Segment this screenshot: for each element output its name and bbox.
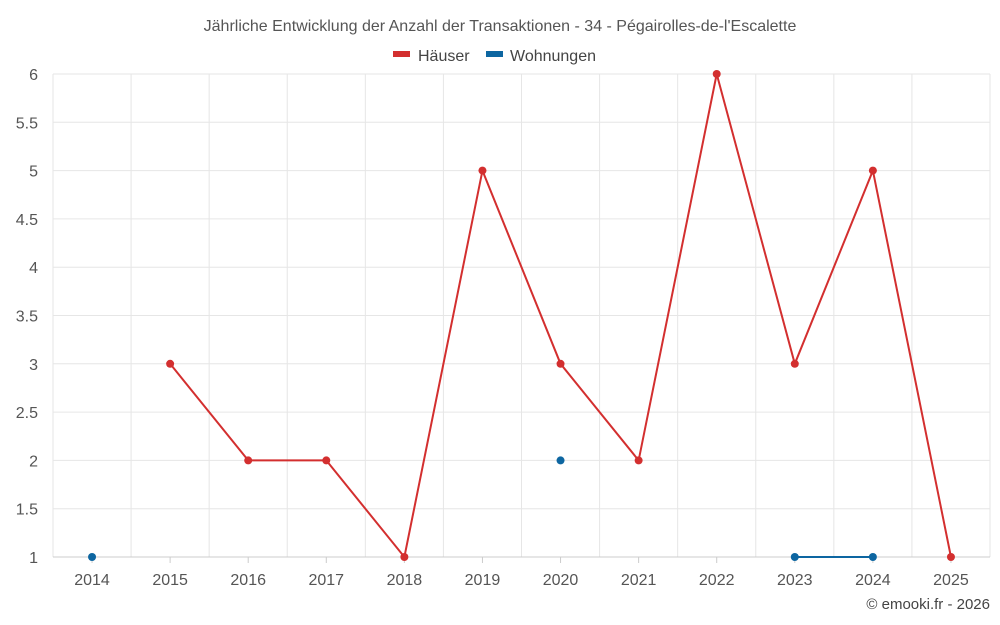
x-tick-label: 2014 xyxy=(74,572,110,589)
data-point[interactable] xyxy=(244,456,253,465)
y-tick-label: 2.5 xyxy=(16,405,38,422)
x-tick-label: 2021 xyxy=(621,572,657,589)
y-tick-label: 5.5 xyxy=(16,115,38,132)
y-tick-label: 4 xyxy=(29,260,38,277)
legend-label-wohnungen: Wohnungen xyxy=(510,48,596,65)
legend-swatch-haeuser xyxy=(393,51,410,57)
data-point[interactable] xyxy=(790,553,799,561)
y-tick-label: 6 xyxy=(29,67,38,84)
x-tick-label: 2018 xyxy=(387,572,423,589)
data-point[interactable] xyxy=(556,359,565,368)
data-point[interactable] xyxy=(400,553,409,561)
x-tick-label: 2016 xyxy=(230,572,266,589)
y-tick-label: 2 xyxy=(29,453,38,470)
x-tick-label: 2022 xyxy=(699,572,735,589)
chart-title: Jährliche Entwicklung der Anzahl der Tra… xyxy=(204,18,797,35)
legend-swatch-wohnungen xyxy=(486,51,503,57)
legend: Häuser Wohnungen xyxy=(393,48,596,65)
x-tick-label: 2025 xyxy=(933,572,969,589)
x-tick-label: 2015 xyxy=(152,572,188,589)
data-point[interactable] xyxy=(868,553,877,561)
y-tick-label: 3 xyxy=(29,357,38,374)
y-tick-label: 3.5 xyxy=(16,309,38,326)
data-point[interactable] xyxy=(322,456,331,465)
y-tick-label: 5 xyxy=(29,164,38,181)
legend-item-wohnungen[interactable]: Wohnungen xyxy=(486,48,596,65)
data-point[interactable] xyxy=(790,359,799,368)
data-point[interactable] xyxy=(634,456,643,465)
grid xyxy=(52,73,991,558)
x-tick-label: 2019 xyxy=(465,572,501,589)
data-point[interactable] xyxy=(88,553,97,561)
x-tick-label: 2023 xyxy=(777,572,813,589)
y-tick-label: 4.5 xyxy=(16,212,38,229)
x-tick-label: 2017 xyxy=(308,572,344,589)
legend-item-haeuser[interactable]: Häuser xyxy=(393,48,470,65)
data-point[interactable] xyxy=(166,359,175,368)
series xyxy=(88,70,955,561)
credit-text: © emooki.fr - 2026 xyxy=(866,596,990,613)
data-point[interactable] xyxy=(556,456,565,465)
series-wohnungen xyxy=(88,456,877,561)
y-tick-label: 1.5 xyxy=(16,502,38,519)
data-point[interactable] xyxy=(478,166,487,175)
x-tick-label: 2024 xyxy=(855,572,891,589)
legend-label-haeuser: Häuser xyxy=(418,48,470,65)
axes: 1 1.5 2 2.5 3 3.5 4 4.5 5 5.5 6 2014 2015 2016 2017 201… xyxy=(16,67,990,589)
data-point[interactable] xyxy=(946,553,955,561)
x-tick-label: 2020 xyxy=(543,572,579,589)
data-point[interactable] xyxy=(868,166,877,175)
data-point[interactable] xyxy=(712,70,721,78)
series-haeuser xyxy=(166,70,955,561)
y-tick-label: 1 xyxy=(29,550,38,567)
